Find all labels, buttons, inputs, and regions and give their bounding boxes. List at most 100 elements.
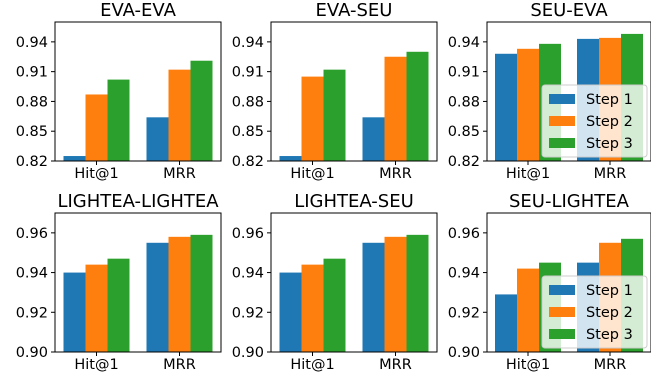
bar-step-1-hit-1: [63, 272, 86, 352]
legend-swatch-step-1: [549, 94, 575, 104]
y-tick-label: 0.85: [448, 124, 480, 140]
panel-title: SEU-LIGHTEA: [509, 191, 630, 212]
x-tick-label: MRR: [594, 166, 627, 182]
bar-step-3-mrr: [406, 51, 429, 161]
legend: Step 1 Step 2 Step 3: [541, 84, 648, 158]
bar-step-1-hit-1: [279, 272, 302, 352]
panel-title: SEU-EVA: [530, 0, 608, 21]
panel-eva-eva: EVA-EVA Hit@1 MRR 0.82 0.85 0.88 0.91 0.94: [16, 0, 222, 182]
y-tick-label: 0.82: [448, 154, 480, 170]
panel-seu-lightea: SEU-LIGHTEA Hit@1 MRR 0.90 0.92 0.94 0.96 Step …: [448, 191, 651, 373]
legend-label-step-1: Step 1: [586, 92, 633, 108]
y-tick-label: 0.96: [16, 226, 48, 242]
y-tick-label: 0.94: [448, 266, 480, 282]
y-tick-label: 0.92: [232, 305, 264, 321]
y-tick-label: 0.90: [232, 345, 264, 361]
x-tick-label: Hit@1: [290, 166, 334, 182]
bar-step-2-hit-1: [517, 268, 539, 352]
panel-eva-seu: EVA-SEU Hit@1 MRR 0.82 0.85 0.88 0.91 0.94: [232, 0, 438, 182]
panel-lightea-lightea: LIGHTEA-LIGHTEA Hit@1 MRR 0.90 0.92 0.94 0.96: [16, 191, 222, 373]
y-tick-label: 0.94: [232, 266, 264, 282]
x-tick-label: MRR: [379, 166, 412, 182]
legend-label-step-3: Step 3: [586, 136, 633, 152]
bar-step-2-hit-1: [517, 48, 539, 161]
y-tick-label: 0.88: [16, 94, 48, 110]
axes-frame: [486, 21, 651, 162]
bar-step-3-mrr: [190, 60, 213, 161]
y-tick-label: 0.94: [16, 266, 48, 282]
axes-frame: [54, 21, 222, 162]
y-tick-label: 0.85: [232, 124, 264, 140]
y-tick-label: 0.94: [16, 35, 48, 51]
x-tick-label: MRR: [163, 166, 196, 182]
bar-step-3-hit-1: [107, 258, 130, 352]
x-tick-label: MRR: [379, 357, 412, 373]
x-tick-label: MRR: [594, 357, 627, 373]
bar-step-2-mrr: [384, 236, 407, 352]
bar-step-2-hit-1: [301, 264, 324, 352]
bar-step-2-hit-1: [301, 76, 324, 161]
panel-title: LIGHTEA-LIGHTEA: [57, 191, 219, 212]
panel-title: EVA-EVA: [100, 0, 176, 21]
y-tick-label: 0.88: [232, 94, 264, 110]
bar-step-1-hit-1: [495, 53, 517, 162]
legend-swatch-step-3: [549, 138, 575, 148]
bar-step-2-mrr: [168, 236, 191, 352]
axes-frame: [486, 212, 651, 353]
legend-swatch-step-2: [549, 116, 575, 126]
legend-label-step-2: Step 2: [586, 305, 633, 321]
y-tick-label: 0.94: [448, 35, 480, 51]
y-tick-label: 0.92: [16, 305, 48, 321]
bar-step-2-hit-1: [85, 264, 108, 352]
legend-swatch-step-2: [549, 307, 575, 317]
axes-frame: [54, 212, 222, 353]
y-tick-label: 0.90: [16, 345, 48, 361]
x-tick-label: MRR: [163, 357, 196, 373]
panel-seu-eva: SEU-EVA Hit@1 MRR 0.82 0.85 0.88 0.91 0.94 Step …: [448, 0, 651, 182]
legend-label-step-1: Step 1: [586, 283, 633, 299]
bar-step-3-hit-1: [323, 69, 346, 161]
y-tick-label: 0.88: [448, 94, 480, 110]
bar-step-2-hit-1: [85, 94, 108, 161]
y-tick-label: 0.96: [232, 226, 264, 242]
x-tick-label: Hit@1: [290, 357, 334, 373]
y-tick-label: 0.91: [16, 65, 48, 81]
legend-label-step-2: Step 2: [586, 114, 633, 130]
bar-step-1-mrr: [362, 117, 385, 161]
panel-lightea-seu: LIGHTEA-SEU Hit@1 MRR 0.90 0.92 0.94 0.96: [232, 191, 438, 373]
y-tick-label: 0.94: [232, 35, 264, 51]
panel-title: EVA-SEU: [316, 0, 393, 21]
bar-step-3-mrr: [406, 234, 429, 352]
y-tick-label: 0.90: [448, 345, 480, 361]
legend-swatch-step-1: [549, 285, 575, 295]
x-tick-label: Hit@1: [74, 357, 118, 373]
bar-step-1-mrr: [146, 117, 169, 161]
x-tick-label: Hit@1: [506, 166, 550, 182]
y-tick-label: 0.82: [232, 154, 264, 170]
legend-label-step-3: Step 3: [586, 327, 633, 343]
bar-step-1-mrr: [146, 242, 169, 352]
bar-step-3-hit-1: [107, 79, 130, 161]
bar-step-2-mrr: [384, 56, 407, 161]
legend-swatch-step-3: [549, 329, 575, 339]
axes-frame: [270, 212, 438, 353]
bar-step-1-mrr: [362, 242, 385, 352]
bar-step-2-mrr: [168, 69, 191, 161]
y-tick-label: 0.82: [16, 154, 48, 170]
bar-step-3-hit-1: [323, 258, 346, 352]
x-tick-label: Hit@1: [74, 166, 118, 182]
y-tick-label: 0.92: [448, 305, 480, 321]
bar-step-1-hit-1: [63, 156, 86, 161]
y-tick-label: 0.91: [232, 65, 264, 81]
bar-step-1-hit-1: [495, 294, 517, 352]
x-tick-label: Hit@1: [506, 357, 550, 373]
bar-step-3-mrr: [190, 234, 213, 352]
axes-frame: [270, 21, 438, 162]
y-tick-label: 0.85: [16, 124, 48, 140]
bar-step-1-hit-1: [279, 156, 302, 161]
panel-title: LIGHTEA-SEU: [294, 191, 414, 212]
y-tick-label: 0.91: [448, 65, 480, 81]
y-tick-label: 0.96: [448, 226, 480, 242]
legend: Step 1 Step 2 Step 3: [541, 275, 648, 349]
